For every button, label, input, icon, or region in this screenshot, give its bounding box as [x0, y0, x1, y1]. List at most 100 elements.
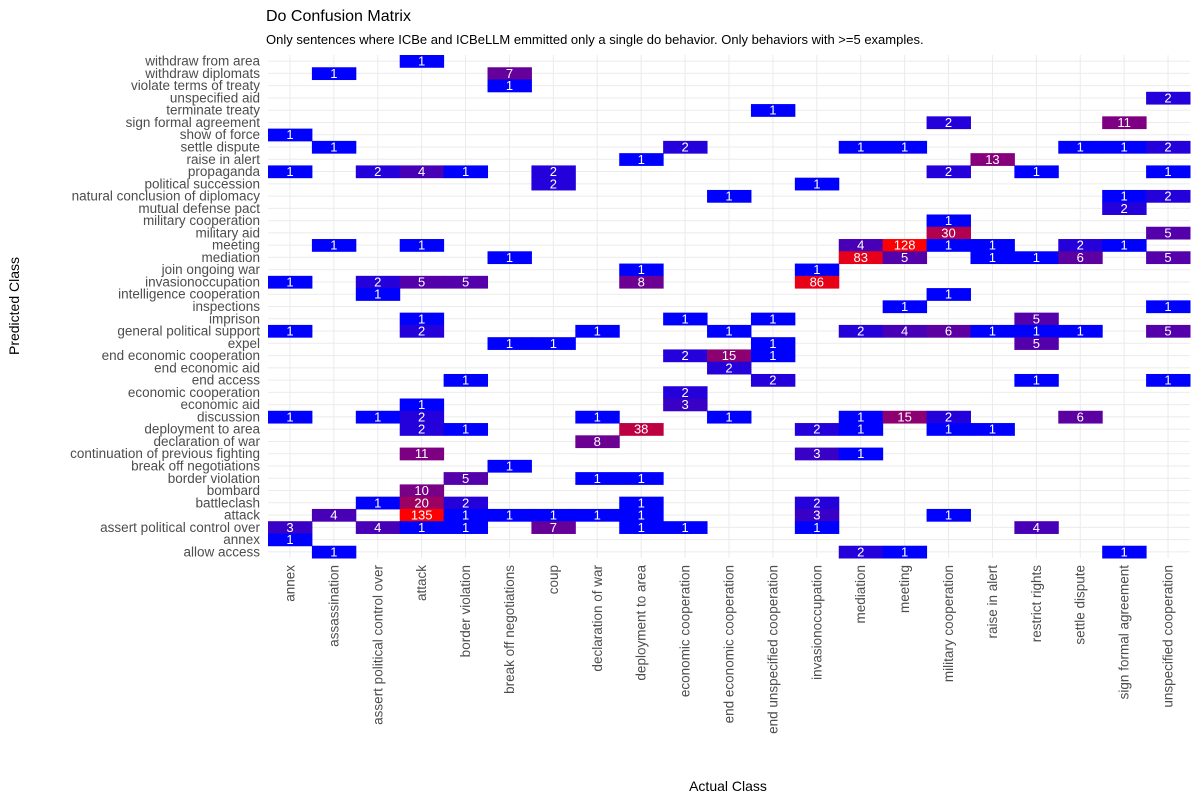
cell-value-label: 6 [1077, 409, 1084, 424]
cell-value-label: 128 [894, 238, 916, 253]
cell-value-label: 2 [374, 274, 381, 289]
heatmap-cell-raise-in-alert--mediation [970, 251, 1015, 265]
heatmap-cell-annex--discussion [268, 410, 313, 424]
heatmap-cell-settle-dispute--discussion [1058, 410, 1103, 424]
heatmap-cell-unspecified-cooperation--unspecified-aid [1146, 91, 1191, 105]
cell-value-label: 1 [945, 422, 952, 437]
y-tick-label: settle dispute [180, 140, 260, 155]
heatmap-cell-deployment-to-area--join-ongoing-war [619, 263, 664, 277]
cell-value-label: 1 [638, 471, 645, 486]
heatmap-cell-military-cooperation--attack [926, 508, 971, 522]
cell-value-label: 2 [725, 360, 732, 375]
cell-value-label: 13 [985, 152, 999, 167]
heatmap-cell-economic-cooperation--economic-aid [663, 398, 708, 412]
cell-value-label: 7 [550, 520, 557, 535]
cell-value-label: 1 [286, 532, 293, 547]
y-tick-label: deployment to area [144, 422, 260, 437]
y-tick-label: unspecified aid [170, 90, 260, 105]
heatmap-cell-break-off-negotiations--withdraw-diplomats [487, 67, 532, 81]
cell-value-label: 2 [945, 409, 952, 424]
heatmap-cell-attack--attack [399, 508, 445, 522]
heatmap-cell-meeting--inspections [882, 300, 928, 314]
x-tick-label: settle dispute [1073, 565, 1088, 645]
cell-value-label: 1 [374, 495, 381, 510]
cell-value-label: 1 [286, 324, 293, 339]
y-tick-label: imprison [209, 311, 260, 326]
y-tick-label: break off negotiations [131, 458, 260, 473]
y-tick-label: border violation [168, 471, 260, 486]
heatmap-cell-declaration-of-war--general-political-support [575, 324, 620, 338]
heatmap-cell-meeting--settle-dispute [882, 140, 928, 154]
cell-value-label: 4 [857, 238, 864, 253]
heatmap-cell-restrict-rights--end-access [1014, 373, 1059, 387]
heatmap-cell-military-cooperation--military-cooperation [926, 214, 971, 228]
cell-value-label: 2 [1164, 140, 1171, 155]
heatmap-cell-military-cooperation--military-aid [926, 226, 971, 240]
heatmap-cell-assert-political-control-over--discussion [355, 410, 401, 424]
cell-value-label: 1 [418, 311, 425, 326]
cell-value-label: 1 [330, 140, 337, 155]
y-tick-label: invasionoccupation [145, 274, 260, 289]
heatmap-cell-attack--bombard [399, 484, 445, 498]
heatmap-cell-assassination--withdraw-diplomats [311, 67, 357, 81]
cell-value-label: 1 [1077, 140, 1084, 155]
cell-value-label: 1 [1033, 250, 1040, 265]
y-tick-label: inspections [192, 299, 260, 314]
cell-value-label: 1 [330, 66, 337, 81]
heatmap-cell-restrict-rights--propaganda [1014, 165, 1059, 179]
heatmap-cell-border-violation--deployment-to-area [443, 423, 489, 436]
cell-value-label: 2 [550, 176, 557, 191]
heatmap-cell-economic-cooperation--imprison [663, 312, 708, 326]
cell-value-label: 2 [462, 495, 469, 510]
cell-value-label: 1 [1164, 299, 1171, 314]
cell-value-label: 1 [550, 508, 557, 523]
x-tick-label: sign formal agreement [1117, 565, 1132, 700]
heatmap-cells [268, 55, 1191, 559]
heatmap-cell-annex--show-of-force [268, 128, 313, 142]
cell-value-label: 1 [638, 262, 645, 277]
cell-value-label: 2 [857, 544, 864, 559]
y-tick-label: expel [228, 336, 260, 351]
heatmap-cell-invasionoccupation--invasionoccupation [794, 275, 840, 289]
heatmap-cell-end-unspecified-cooperation--end-economic-cooperation [750, 349, 796, 363]
heatmap-cell-attack--economic-aid [399, 398, 445, 412]
cell-value-label: 20 [414, 495, 428, 510]
cell-value-label: 1 [418, 54, 425, 69]
cell-value-label: 2 [681, 140, 688, 155]
x-tick-label: military cooperation [941, 565, 956, 682]
heatmap-cell-invasionoccupation--attack [794, 508, 840, 522]
cell-value-label: 3 [681, 397, 688, 412]
heatmap-cell-invasionoccupation--assert-political-control-over [794, 521, 840, 534]
heatmap-cell-break-off-negotiations--mediation [487, 251, 532, 265]
y-tick-label: violate terms of treaty [131, 78, 260, 93]
heatmap-cell-mediation--discussion [838, 410, 884, 424]
heatmap-cell-meeting--mediation [882, 251, 928, 265]
heatmap-cell-military-cooperation--propaganda [926, 165, 971, 179]
heatmap-cell-invasionoccupation--deployment-to-area [794, 423, 840, 436]
heatmap-cell-mediation--allow-access [838, 545, 884, 559]
cell-value-label: 83 [853, 250, 867, 265]
heatmap-cell-break-off-negotiations--break-off-negotiations [487, 459, 532, 473]
heatmap-cell-declaration-of-war--discussion [575, 410, 620, 424]
x-tick-label: end unspecified cooperation [765, 565, 780, 734]
cell-value-label: 1 [594, 508, 601, 523]
y-tick-label: end economic aid [154, 360, 260, 375]
cell-value-label: 1 [506, 78, 513, 93]
heatmap-cell-attack--meeting [399, 239, 445, 252]
heatmap-cell-raise-in-alert--raise-in-alert [970, 153, 1015, 166]
cell-value-label: 4 [901, 324, 908, 339]
heatmap-cell-meeting--general-political-support [882, 324, 928, 338]
x-tick-label: invasionoccupation [809, 565, 824, 680]
cell-value-label: 1 [506, 250, 513, 265]
heatmap-cell-sign-formal-agreement--mutual-defense-pact [1102, 202, 1147, 215]
cell-value-label: 1 [1033, 324, 1040, 339]
cell-value-label: 1 [725, 409, 732, 424]
heatmap-cell-attack--imprison [399, 312, 445, 326]
heatmap-cell-military-cooperation--meeting [926, 239, 971, 252]
heatmap-cell-border-violation--assert-political-control-over [443, 521, 489, 534]
cell-value-label: 5 [1164, 324, 1171, 339]
cell-value-label: 1 [813, 262, 820, 277]
cell-value-label: 1 [901, 299, 908, 314]
heatmap-cell-attack--deployment-to-area [399, 423, 445, 436]
cell-value-label: 1 [1033, 373, 1040, 388]
